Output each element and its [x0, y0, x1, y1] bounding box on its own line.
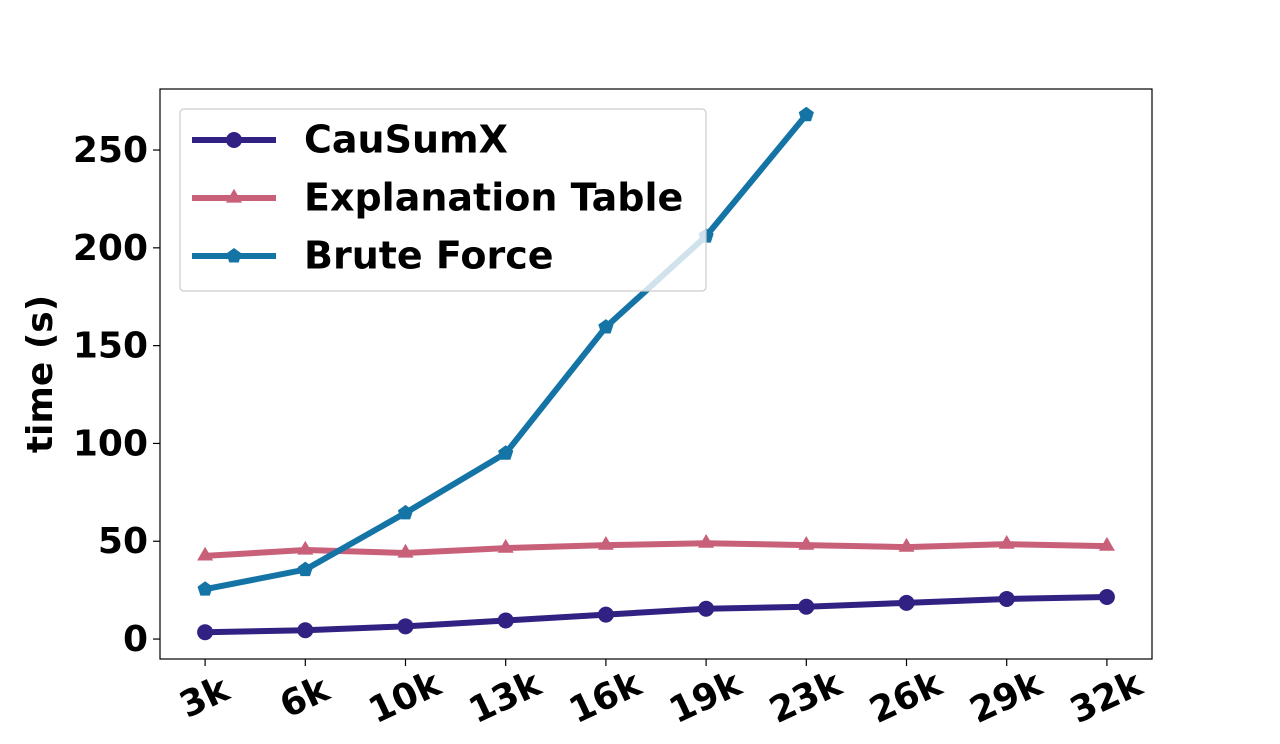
data-point: [397, 504, 414, 520]
data-point: [497, 538, 514, 553]
legend-label: Explanation Table: [304, 176, 683, 220]
data-point: [197, 624, 214, 641]
x-tick-label: 19k: [663, 663, 748, 732]
data-point: [597, 536, 614, 550]
data-point: [998, 535, 1015, 549]
x-tick-label: 3k: [174, 668, 237, 726]
y-tick-label: 200: [73, 228, 148, 269]
y-tick-label: 100: [73, 423, 148, 464]
data-point: [397, 618, 414, 635]
series-line: [205, 593, 1107, 636]
x-tick-label: 10k: [363, 663, 448, 732]
y-tick-label: 250: [73, 130, 148, 171]
data-point: [798, 536, 815, 550]
data-point: [497, 612, 514, 629]
legend-box: [179, 108, 707, 292]
legend-label: CauSumX: [304, 118, 508, 162]
x-tick-label: 26k: [864, 663, 949, 732]
data-point: [597, 606, 614, 623]
data-point: [898, 537, 915, 552]
data-point: [297, 561, 313, 577]
x-tick-label: 29k: [964, 663, 1049, 732]
data-point: [998, 590, 1015, 607]
data-point: [498, 445, 514, 460]
data-point: [1098, 588, 1115, 605]
data-point: [1098, 536, 1115, 551]
legend-marker: [226, 132, 242, 148]
legend-marker: [226, 248, 242, 263]
data-point: [698, 534, 715, 548]
series-line: [204, 540, 1107, 559]
x-tick-label: 23k: [763, 663, 848, 732]
legend-marker: [226, 188, 242, 203]
x-tick-label: 16k: [563, 663, 648, 732]
data-point: [698, 600, 715, 617]
x-tick-label: 6k: [274, 668, 337, 726]
data-point: [397, 543, 414, 558]
plot-frame: [159, 88, 1153, 660]
data-point: [197, 581, 213, 596]
data-point: [297, 622, 314, 639]
legend: CauSumX Explanation Table Brute Force: [179, 108, 707, 292]
data-point: [297, 540, 314, 555]
data-point: [798, 106, 814, 122]
y-tick-label: 50: [98, 521, 148, 562]
y-tick-label: 150: [73, 326, 148, 367]
data-point: [197, 546, 214, 561]
y-axis-label: time (s): [20, 295, 61, 453]
x-tick-label: 32k: [1064, 663, 1149, 732]
x-tick-label: 13k: [463, 663, 548, 732]
y-tick-label: 0: [123, 619, 148, 660]
data-point: [898, 594, 915, 611]
data-point: [598, 319, 614, 334]
data-point: [798, 598, 815, 615]
legend-label: Brute Force: [304, 234, 554, 278]
